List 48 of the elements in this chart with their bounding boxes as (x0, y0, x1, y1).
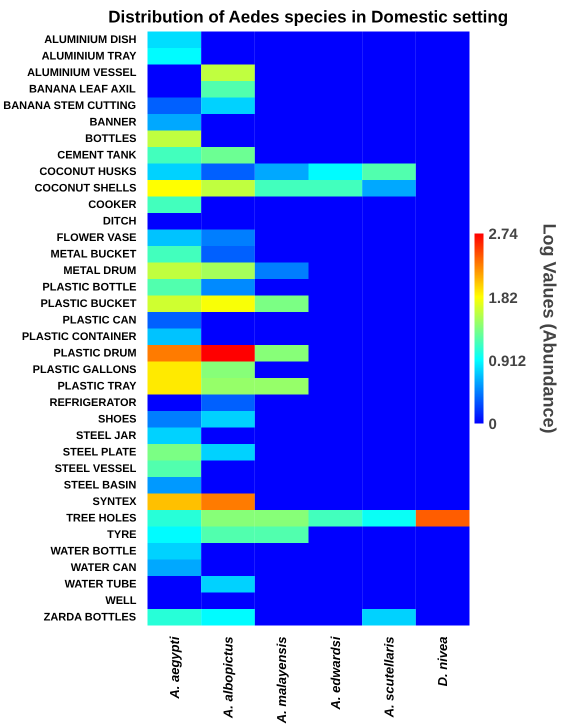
y-tick-label: PLASTIC BUCKET (40, 298, 137, 310)
y-tick-label: PLASTIC CONTAINER (22, 330, 137, 343)
y-tick-label: CEMENT TANK (57, 149, 137, 162)
y-tick-label: PLASTIC GALLONS (32, 364, 137, 376)
y-tick-label: STEEL BASIN (64, 479, 136, 492)
x-tick-label: A. albopictus (220, 636, 236, 720)
y-tick-label: BANANA STEM CUTTING (3, 100, 136, 112)
y-tick-label: STEEL VESSEL (54, 462, 137, 475)
y-tick-label: SHOES (98, 413, 137, 426)
y-tick-label: BANANA LEAF AXIL (28, 83, 136, 96)
color-bar-label: 0 (488, 416, 497, 433)
y-tick-label: COCONUT SHELLS (34, 182, 137, 194)
x-tick-label: A. malayensis (274, 636, 290, 724)
y-tick-label: PLASTIC TRAY (57, 380, 138, 392)
y-tick-label: COCONUT HUSKS (39, 166, 137, 178)
y-tick-label: WATER TUBE (64, 578, 137, 590)
color-bar-label: 0.912 (488, 352, 526, 370)
y-tick-label: STEEL PLATE (62, 446, 136, 458)
color-bar-label: 2.74 (488, 226, 518, 243)
y-tick-label: METAL BUCKET (50, 248, 137, 260)
x-tick-label: A. scutellaris (382, 636, 396, 718)
color-bar-label: 1.82 (488, 290, 518, 307)
y-tick-label: FLOWER VASE (56, 232, 137, 244)
color-bar-title: Log Values (Abundance) (540, 223, 560, 434)
y-tick-label: ALUMINIUM VESSEL (27, 66, 137, 79)
y-tick-label: TREE HOLES (66, 512, 137, 524)
y-tick-label: WATER BOTTLE (50, 545, 137, 558)
y-tick-label: ALUMINIUM TRAY (42, 50, 138, 62)
y-tick-label: WATER CAN (70, 562, 137, 574)
y-tick-label: PLASTIC BOTTLE (42, 281, 136, 294)
y-tick-label: WELL (105, 594, 137, 607)
y-tick-label: ALUMINIUM DISH (44, 34, 137, 46)
y-tick-label: ZARDA BOTTLES (44, 611, 136, 624)
y-tick-label: DITCH (102, 215, 137, 228)
x-tick-label: A. aegypti (166, 636, 182, 700)
y-tick-label: METAL DRUM (63, 264, 136, 277)
chart-title: Distribution of Aedes species in Domestic setting (108, 8, 508, 26)
y-tick-label: PLASTIC CAN (62, 314, 137, 326)
y-tick-label: TYRE (107, 528, 137, 541)
x-tick-label: A. edwardsi (328, 636, 343, 710)
y-tick-label: BOTTLES (85, 132, 137, 145)
y-tick-label: SYNTEX (92, 496, 138, 508)
y-tick-label: BANNER (89, 116, 137, 128)
y-tick-label: PLASTIC DRUM (53, 347, 136, 360)
y-tick-label: STEEL JAR (76, 430, 136, 442)
y-tick-label: COOKER (88, 198, 137, 211)
x-tick-label: D. nivea (435, 636, 450, 686)
y-tick-label: REFRIGERATOR (50, 396, 137, 409)
